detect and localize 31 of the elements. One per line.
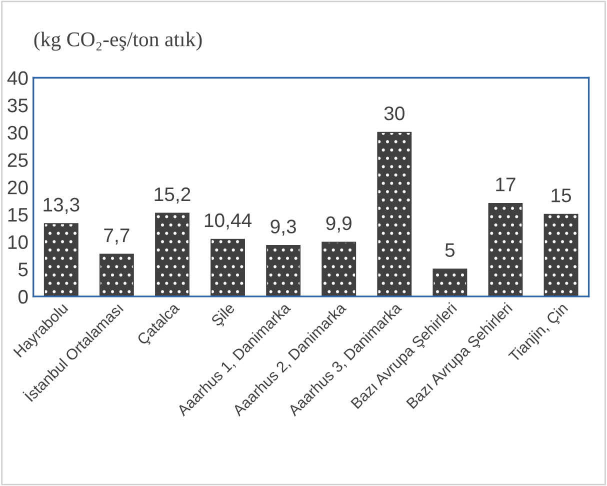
y-tick-label: 0 — [18, 290, 28, 304]
bar — [44, 223, 78, 296]
y-tick-label: 15 — [8, 208, 28, 222]
bar — [488, 202, 523, 296]
data-label: 10,44 — [204, 213, 252, 230]
y-tick-label: 25 — [8, 153, 28, 168]
y-tick-label: 10 — [8, 235, 28, 250]
y-tick-label: 5 — [18, 262, 28, 276]
bar — [377, 132, 412, 296]
bar — [266, 245, 301, 296]
chart-title: (kg CO₂-eş/ton atık) — [34, 32, 202, 51]
y-tick-label: 40 — [7, 71, 28, 85]
x-tick-label: Şile — [210, 302, 238, 329]
data-label: 17 — [496, 178, 516, 192]
y-tick-label: 30 — [8, 126, 28, 140]
data-label: 9,9 — [326, 216, 352, 232]
data-label: 15 — [552, 188, 572, 202]
bar — [99, 254, 134, 296]
bar — [210, 238, 245, 296]
data-label: 5 — [445, 243, 455, 257]
bar — [322, 242, 356, 296]
data-label: 15,2 — [154, 187, 190, 204]
data-label: 7,7 — [104, 228, 130, 244]
data-label: 30 — [384, 106, 404, 120]
y-tick-label: 35 — [8, 98, 28, 112]
bar — [544, 214, 578, 296]
data-label: 13,3 — [44, 198, 80, 214]
y-tick-label: 20 — [8, 180, 28, 194]
bar — [155, 212, 190, 296]
bar — [432, 268, 468, 296]
data-label: 9,3 — [270, 220, 296, 236]
